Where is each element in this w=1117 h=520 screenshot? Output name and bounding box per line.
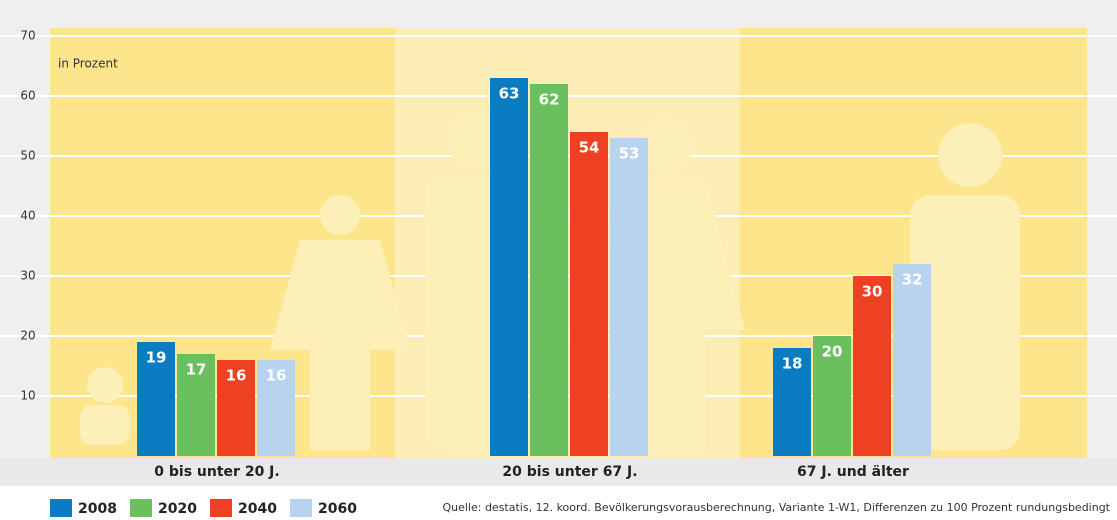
data-label: 30 (862, 283, 883, 301)
bar (490, 78, 528, 456)
legend-label: 2020 (158, 501, 197, 517)
data-label: 54 (579, 139, 600, 157)
bar (217, 360, 255, 456)
data-label: 53 (619, 145, 640, 163)
data-label: 20 (822, 343, 843, 361)
legend-label: 2060 (318, 501, 357, 517)
unit-label: in Prozent (58, 57, 118, 71)
bar (853, 276, 891, 456)
y-tick-label: 40 (20, 209, 35, 223)
bar (570, 132, 608, 456)
data-label: 16 (266, 367, 287, 385)
x-tick-label: 0 bis unter 20 J. (154, 464, 279, 480)
data-label: 63 (499, 85, 520, 103)
data-label: 17 (186, 361, 207, 379)
legend-label: 2008 (78, 501, 117, 517)
y-tick-label: 30 (20, 269, 35, 283)
legend-swatch (50, 499, 72, 517)
y-tick-label: 20 (20, 329, 35, 343)
y-tick-label: 60 (20, 89, 35, 103)
bar (530, 84, 568, 456)
bar (257, 360, 295, 456)
legend-label: 2040 (238, 501, 277, 517)
data-label: 18 (782, 355, 803, 373)
bar (177, 354, 215, 456)
data-label: 19 (146, 349, 167, 367)
category-row (0, 458, 1117, 486)
y-tick-label: 10 (20, 389, 35, 403)
data-label: 62 (539, 91, 560, 109)
legend-swatch (290, 499, 312, 517)
legend-swatch (210, 499, 232, 517)
source: Quelle: destatis, 12. koord. Bevölkerung… (442, 501, 1110, 514)
bar (893, 264, 931, 456)
x-tick-label: 67 J. und älter (797, 464, 909, 480)
x-tick-label: 20 bis unter 67 J. (502, 464, 637, 480)
bar (813, 336, 851, 456)
data-label: 32 (902, 271, 923, 289)
bar (773, 348, 811, 456)
y-tick-label: 50 (20, 149, 35, 163)
bar (137, 342, 175, 456)
bar (610, 138, 648, 456)
legend-swatch (130, 499, 152, 517)
y-tick-label: 70 (20, 29, 35, 43)
data-label: 16 (226, 367, 247, 385)
